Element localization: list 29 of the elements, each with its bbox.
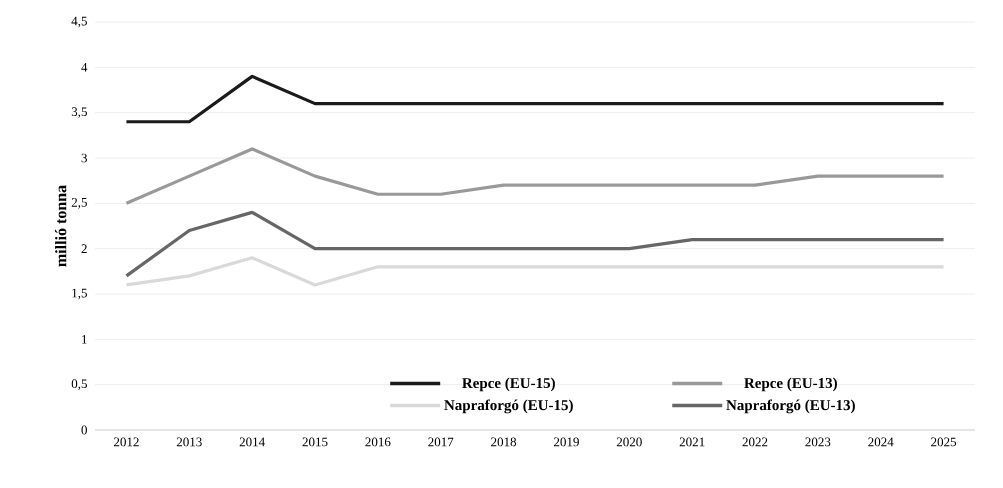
y-axis-title: millió tonna [55,185,67,267]
y-tick-label: 4 [81,63,88,72]
y-tick-label: 1,5 [72,288,87,300]
x-tick-label: 2021 [679,437,705,447]
x-tick-label: 2018 [491,437,517,447]
x-tick-label: 2019 [554,437,579,447]
legend-label: Napraforgó (EU-15) [444,399,573,414]
x-tick-label: 2023 [805,437,831,447]
x-tick-label: 2024 [868,437,894,447]
legend-label: Repce (EU-13) [744,377,837,392]
y-tick-label: 2 [81,244,87,253]
x-tick-label: 2016 [365,437,391,447]
x-tick-label: 2013 [176,437,202,447]
legend-label: Napraforgó (EU-13) [726,399,855,414]
x-tick-label: 2014 [239,437,265,447]
y-tick-label: 1 [82,335,87,344]
x-tick-label: 2017 [428,437,454,447]
y-tick-label: 3,5 [71,107,87,118]
y-tick-label: 2,5 [71,198,87,209]
x-tick-label: 2020 [616,437,642,447]
x-tick-label: 2012 [114,437,139,447]
y-tick-label: 4,5 [71,16,87,28]
y-tick-label: 0,5 [71,379,87,390]
y-tick-label: 3 [81,153,87,163]
x-tick-label: 2015 [302,437,328,447]
x-tick-label: 2025 [931,437,957,447]
x-tick-label: 2022 [742,437,768,447]
y-tick-label: 0 [81,425,87,435]
legend-label: Repce (EU-15) [462,377,555,392]
